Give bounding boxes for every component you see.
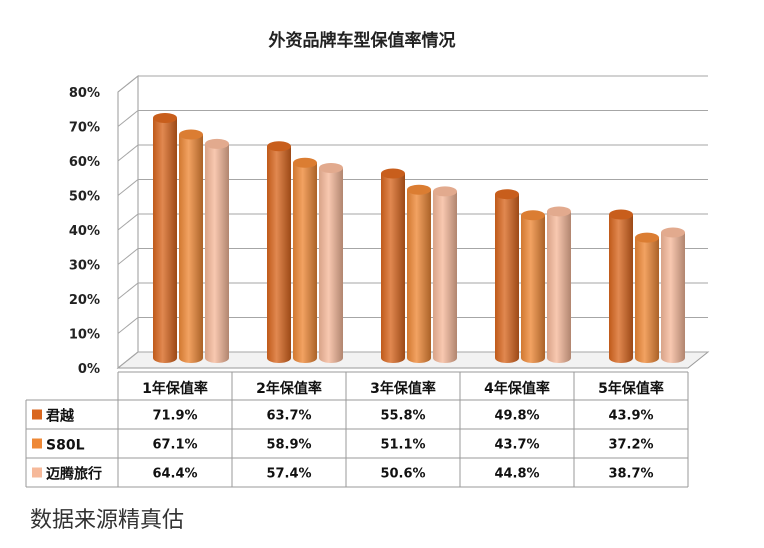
bar <box>433 186 457 363</box>
gridline <box>117 110 708 127</box>
data-label: 49.8% <box>494 409 539 424</box>
bar <box>407 184 431 363</box>
category-label: 4年保值率 <box>484 380 550 397</box>
category-label: 5年保值率 <box>598 380 664 397</box>
legend-label: 君越 <box>45 408 75 425</box>
y-tick-label: 40% <box>69 224 100 239</box>
y-tick-label: 50% <box>69 190 100 205</box>
data-label: 51.1% <box>380 438 425 453</box>
y-tick-label: 20% <box>69 293 100 308</box>
source-note: 数据来源精真估 <box>30 508 185 533</box>
data-label: 43.9% <box>608 409 653 424</box>
bar <box>319 162 343 363</box>
bar <box>521 210 545 363</box>
data-label: 37.2% <box>608 438 653 453</box>
y-tick-label: 80% <box>69 86 100 101</box>
category-label: 3年保值率 <box>370 380 436 397</box>
bar <box>381 168 405 363</box>
legend-swatch <box>32 467 42 478</box>
data-label: 71.9% <box>152 409 197 424</box>
category-label: 2年保值率 <box>256 380 322 397</box>
y-tick-label: 0% <box>78 362 100 377</box>
legend-label: 迈腾旅行 <box>46 466 102 483</box>
bar <box>293 157 317 363</box>
bar <box>179 129 203 363</box>
data-label: 58.9% <box>266 438 311 453</box>
bar <box>547 206 571 363</box>
gridline <box>117 144 708 162</box>
data-label: 64.4% <box>152 467 197 482</box>
gridline <box>117 179 708 196</box>
y-tick-label: 70% <box>69 121 100 136</box>
y-tick-label: 10% <box>69 328 100 343</box>
bar <box>661 227 685 363</box>
data-label: 44.8% <box>494 467 539 482</box>
bar <box>495 189 519 363</box>
data-label: 50.6% <box>380 467 425 482</box>
gridline <box>117 75 708 93</box>
data-label: 67.1% <box>152 438 197 453</box>
legend-label: S80L <box>46 438 85 454</box>
chart-title: 外资品牌车型保值率情况 <box>269 30 456 51</box>
bar <box>153 112 177 363</box>
data-label: 57.4% <box>266 467 311 482</box>
data-label: 38.7% <box>608 467 653 482</box>
y-tick-label: 60% <box>69 155 100 170</box>
bar <box>205 138 229 363</box>
data-label: 63.7% <box>266 409 311 424</box>
category-label: 1年保值率 <box>142 380 208 397</box>
legend-swatch <box>32 409 42 420</box>
bar <box>267 141 291 363</box>
legend-swatch <box>32 438 42 449</box>
bar <box>609 209 633 363</box>
bar <box>635 232 659 363</box>
y-tick-label: 30% <box>69 259 100 274</box>
data-label: 55.8% <box>380 409 425 424</box>
data-label: 43.7% <box>494 438 539 453</box>
